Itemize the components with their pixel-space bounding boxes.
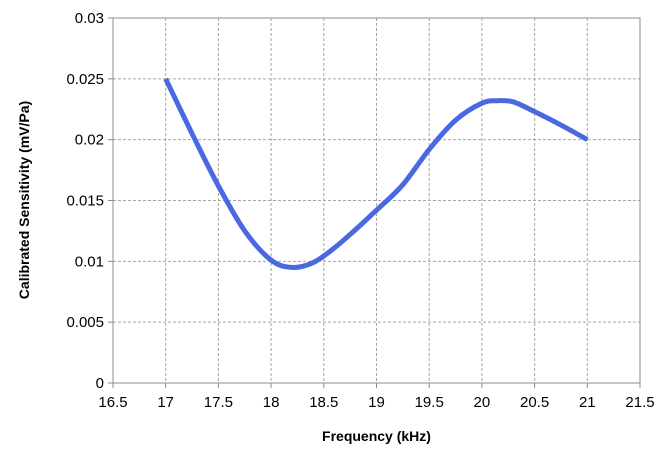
y-tick-label: 0.015 [66, 193, 104, 210]
y-tick-label: 0.03 [75, 10, 104, 27]
x-tick-label: 16.5 [98, 394, 127, 411]
x-tick-label: 20.5 [520, 394, 549, 411]
x-tick-label: 17 [157, 394, 174, 411]
y-tick-label: 0 [96, 375, 104, 392]
x-tick-label: 19 [368, 394, 385, 411]
series-layer [163, 77, 589, 270]
x-tick-label: 17.5 [204, 394, 233, 411]
x-axis-label: Frequency (kHz) [322, 428, 431, 444]
x-tick-label: 21.5 [625, 394, 654, 411]
x-tick-label: 20 [474, 394, 491, 411]
series-line [163, 77, 589, 270]
x-tick-label: 18.5 [309, 394, 338, 411]
y-tick-label: 0.02 [75, 132, 104, 149]
y-axis-label: Calibrated Sensitivity (mV/Pa) [16, 101, 32, 299]
y-axis-ticks: 0 0.005 0.01 0.015 0.02 0.025 0.03 [66, 10, 113, 392]
x-tick-label: 21 [579, 394, 596, 411]
y-tick-label: 0.025 [66, 71, 104, 88]
y-tick-label: 0.005 [66, 314, 104, 331]
x-tick-label: 19.5 [415, 394, 444, 411]
y-tick-label: 0.01 [75, 253, 104, 270]
x-tick-label: 18 [263, 394, 280, 411]
x-axis-ticks: 16.5 17 17.5 18 18.5 19 19.5 20 20.5 21 21.5 [98, 383, 655, 411]
